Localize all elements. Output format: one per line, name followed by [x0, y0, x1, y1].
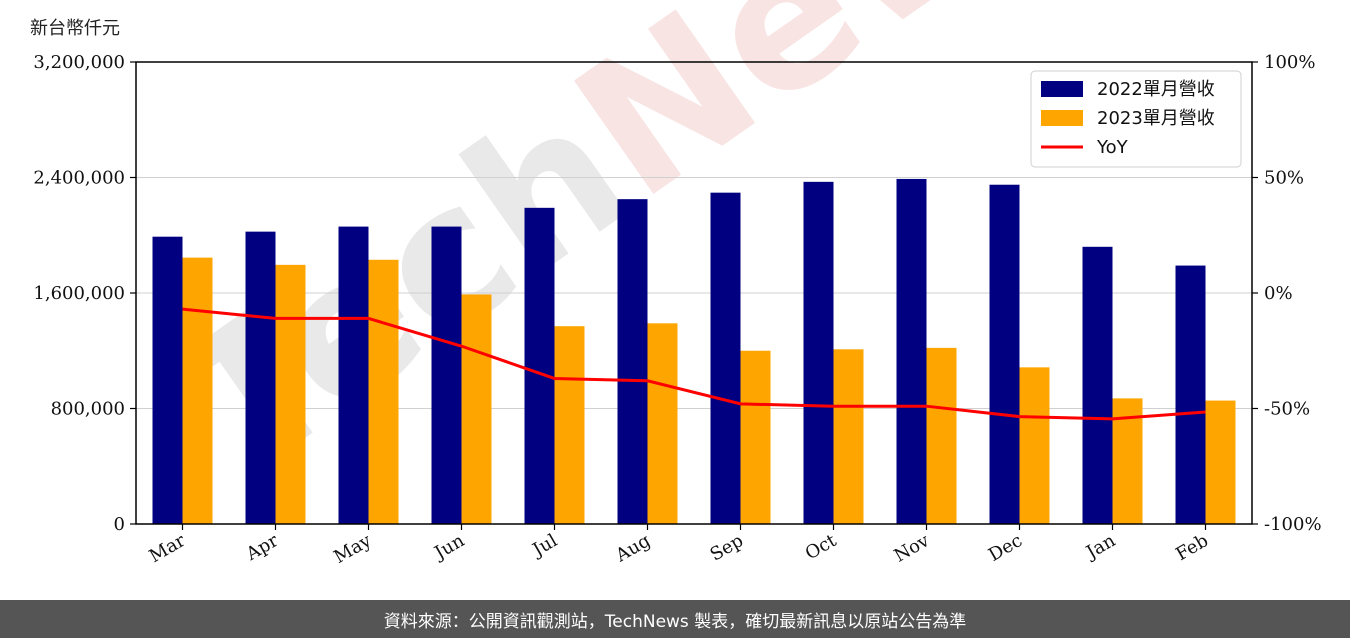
- y-tick-label: 1,600,000: [33, 283, 125, 304]
- x-tick-label: Jul: [527, 530, 561, 562]
- bar-2023-oct: [833, 349, 864, 524]
- legend-box: [1030, 70, 1242, 168]
- legend-label: 2022單月營收: [1097, 79, 1215, 100]
- y2-tick-label: -50%: [1264, 399, 1310, 420]
- legend-label: YoY: [1096, 137, 1129, 158]
- x-tick-label: Feb: [1172, 530, 1212, 565]
- bar-2023-aug: [647, 323, 678, 524]
- bar-2023-nov: [926, 347, 957, 524]
- revenue-chart: TechNews 0800,0001,600,0002,400,0003,200…: [33, 0, 1322, 568]
- bar-2023-sep: [740, 350, 771, 524]
- legend-swatch: [1041, 81, 1083, 97]
- x-tick-label: Nov: [891, 530, 934, 567]
- legend-swatch: [1041, 110, 1083, 126]
- bar-2023-jul: [554, 326, 585, 524]
- bar-2022-sep: [710, 192, 741, 525]
- bar-2022-apr: [245, 231, 276, 524]
- y2-tick-label: 0%: [1264, 283, 1293, 304]
- x-tick-label: Oct: [802, 530, 841, 565]
- legend-label: 2023單月營收: [1097, 108, 1215, 129]
- bar-2022-aug: [617, 199, 648, 524]
- y2-tick-label: -100%: [1264, 514, 1322, 535]
- bar-2022-mar: [152, 236, 183, 524]
- x-tick-label: Mar: [146, 530, 190, 567]
- bar-2022-nov: [896, 178, 927, 524]
- bar-2022-oct: [803, 181, 834, 525]
- bars: [152, 178, 1236, 525]
- x-tick-label: Jan: [1081, 530, 1119, 564]
- x-tick-label: Dec: [985, 530, 1026, 566]
- legend: 2022單月營收 2023單月營收 YoY: [1030, 70, 1242, 168]
- x-tick-label: Sep: [707, 530, 747, 565]
- y-tick-label: 0: [114, 514, 125, 535]
- yoy-line-path: [182, 307, 1206, 421]
- bar-2022-jan: [1082, 246, 1113, 525]
- bar-2023-feb: [1205, 400, 1236, 524]
- x-tick-label: Aug: [611, 530, 654, 567]
- bar-2022-dec: [989, 184, 1020, 524]
- bar-2023-may: [368, 259, 399, 524]
- bar-2023-jun: [461, 294, 492, 524]
- bar-2023-dec: [1019, 367, 1050, 524]
- source-footer: 資料來源：公開資訊觀測站，TechNews 製表，確切最新訊息以原站公告為準: [0, 600, 1350, 638]
- y-tick-label: 800,000: [51, 399, 125, 420]
- y2-tick-label: 100%: [1264, 52, 1315, 73]
- x-tick-label: Jun: [429, 530, 468, 565]
- bar-2022-may: [338, 226, 369, 524]
- y-tick-label: 2,400,000: [33, 168, 125, 189]
- bar-2022-jun: [431, 226, 462, 524]
- bar-2022-jul: [524, 207, 555, 524]
- y-tick-label: 3,200,000: [33, 52, 125, 73]
- bar-2023-apr: [275, 264, 306, 524]
- bar-2023-mar: [182, 257, 213, 524]
- yoy-line: [182, 307, 1206, 421]
- y-axis-unit-label: 新台幣仟元: [30, 18, 120, 39]
- y2-tick-label: 50%: [1264, 168, 1304, 189]
- bar-2022-feb: [1175, 265, 1206, 524]
- x-tick-label: Apr: [242, 530, 282, 565]
- x-tick-label: May: [330, 530, 375, 568]
